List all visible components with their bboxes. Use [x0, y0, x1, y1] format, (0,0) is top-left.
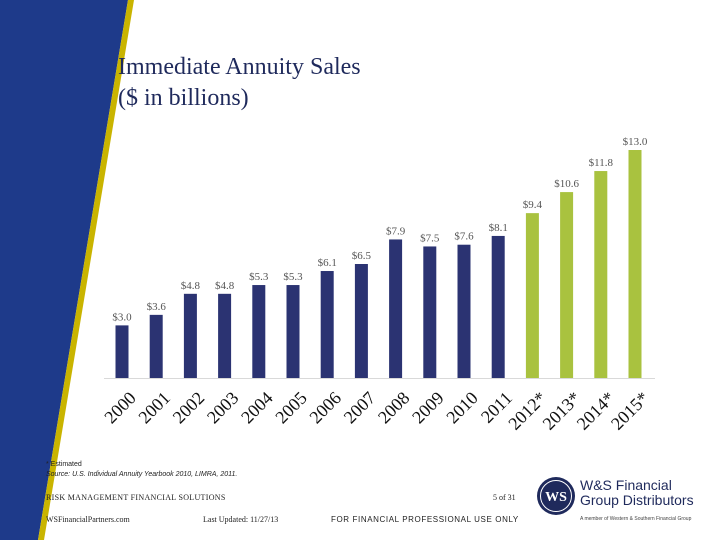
last-updated: Last Updated: 11/27/13: [203, 515, 279, 524]
x-tick-label: 2006: [305, 388, 345, 428]
data-label: $8.1: [489, 222, 508, 234]
logo-monogram-text: WS: [545, 490, 567, 505]
bar-2005: [286, 285, 300, 378]
bar-2007: [354, 264, 368, 378]
company-logo: WS W&S Financial Group Distributors A me…: [536, 474, 716, 528]
bar-2009: [423, 246, 437, 378]
bar-2008: [389, 239, 403, 378]
bar-2006: [320, 271, 334, 378]
x-tick-label: 2013*: [539, 388, 585, 434]
data-label: $5.3: [249, 271, 269, 283]
slide-title: Immediate Annuity Sales ($ in billions): [118, 52, 361, 114]
data-label: $3.6: [147, 301, 167, 313]
x-tick-label: 2005: [271, 388, 311, 428]
page-number: 5 of 31: [493, 493, 516, 502]
source-note: Source: U.S. Individual Annuity Yearbook…: [46, 471, 238, 478]
x-tick-label: 2009: [408, 388, 448, 428]
data-label: $3.0: [112, 311, 132, 323]
audience-disclaimer: FOR FINANCIAL PROFESSIONAL USE ONLY: [331, 515, 519, 524]
x-tick-label: 2014*: [573, 388, 619, 434]
bar-2003: [218, 293, 232, 378]
bar-2014-est: [594, 171, 608, 378]
bar-2002: [183, 293, 197, 378]
ws-monogram-icon: WS: [537, 477, 575, 515]
x-tick-label: 2008: [374, 388, 414, 428]
x-tick-label: 2003: [203, 388, 243, 428]
website-link[interactable]: WSFinancialPartners.com: [46, 515, 130, 524]
title-line-2: ($ in billions): [118, 85, 249, 111]
bar-2010: [457, 244, 471, 378]
logo-line-1: W&S Financial: [580, 477, 672, 493]
bar-2000: [115, 325, 129, 378]
left-blue-stripe: [0, 0, 128, 540]
x-tick-label: 2000: [100, 388, 140, 428]
logo-line-2: Group Distributors: [580, 492, 694, 508]
x-tick-label: 2012*: [504, 388, 550, 434]
data-label: $9.4: [523, 199, 543, 211]
x-tick-label: 2010: [442, 388, 482, 428]
data-label: $4.8: [181, 280, 201, 292]
left-gold-stripe: [38, 0, 134, 540]
data-label: $7.6: [454, 231, 474, 243]
x-tick-label: 2004: [237, 388, 277, 428]
bar-2004: [252, 285, 266, 378]
bar-2012-est: [525, 213, 539, 378]
bar-2001: [149, 314, 163, 378]
data-label: $6.5: [352, 250, 372, 262]
footnote: * Estimated Source: U.S. Individual Annu…: [46, 460, 237, 480]
x-tick-label: 2007: [340, 388, 380, 428]
x-tick-label: 2015*: [607, 388, 653, 434]
data-label: $13.0: [623, 136, 648, 148]
data-label: $11.8: [589, 157, 614, 169]
estimated-note: * Estimated: [46, 461, 82, 468]
x-tick-label: 2002: [169, 388, 209, 428]
data-label: $4.8: [215, 280, 235, 292]
data-label: $10.6: [554, 178, 579, 190]
bar-2013-est: [560, 192, 574, 378]
x-tick-label: 2001: [134, 388, 174, 428]
data-label: $5.3: [283, 271, 303, 283]
logo-tagline: A member of Western & Southern Financial…: [580, 516, 692, 522]
bar-2011: [491, 235, 505, 378]
department-label: RISK MANAGEMENT FINANCIAL SOLUTIONS: [46, 493, 226, 502]
data-label: $6.1: [318, 257, 337, 269]
title-line-1: Immediate Annuity Sales: [118, 54, 361, 80]
data-label: $7.9: [386, 225, 406, 237]
data-label: $7.5: [420, 232, 440, 244]
bar-2015-est: [628, 150, 642, 378]
